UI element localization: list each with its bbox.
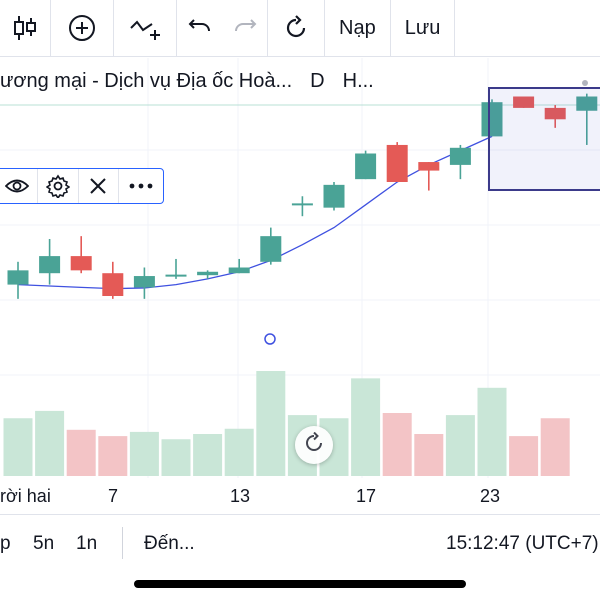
- time-label: 13: [230, 486, 251, 506]
- candlestick-icon[interactable]: [0, 0, 51, 56]
- time-label: 17: [356, 486, 377, 506]
- volume-bar: [445, 415, 475, 476]
- candle-body: [513, 96, 535, 108]
- volume-bar: [351, 378, 381, 476]
- range-button[interactable]: p: [0, 533, 11, 554]
- candle-body: [7, 270, 29, 285]
- gear-icon[interactable]: [38, 169, 79, 203]
- volume-bar: [414, 434, 444, 476]
- candle-body: [228, 267, 250, 274]
- volume-bar: [540, 418, 570, 476]
- drawing-anchor: [264, 333, 276, 345]
- volume-bar: [382, 413, 412, 476]
- candle-body: [418, 162, 440, 171]
- candle-body: [355, 153, 377, 180]
- top-toolbar: Nạp Lưu: [0, 0, 600, 57]
- time-label: 7: [108, 486, 119, 506]
- candle-body: [386, 144, 408, 182]
- symbol-header: ương mại - Dịch vụ Địa ốc Hoà... D H...: [0, 70, 600, 98]
- candle-body: [133, 276, 155, 288]
- candle-body: [260, 236, 282, 262]
- volume-bar: [509, 436, 539, 476]
- volume-bar: [224, 428, 254, 476]
- interval-label[interactable]: D: [310, 70, 325, 92]
- candle-body: [102, 273, 124, 296]
- candle-body: [323, 184, 345, 208]
- volume-bar: [98, 436, 128, 476]
- save-button[interactable]: Lưu: [391, 0, 456, 56]
- bottom-bar: p 5n 1n Đến... 15:12:47 (UTC+7): [0, 514, 600, 571]
- candle-body: [197, 271, 219, 276]
- exchange-label[interactable]: H...: [342, 70, 374, 92]
- time-axis: rời hai 7 13 17 23: [0, 482, 600, 512]
- more-icon[interactable]: [119, 169, 163, 203]
- candle-body: [544, 107, 566, 120]
- candle-body: [291, 203, 313, 206]
- plus-circle-icon[interactable]: [51, 0, 114, 56]
- ma-line: [17, 135, 493, 290]
- range-button[interactable]: 5n: [33, 533, 55, 554]
- undo-icon[interactable]: [188, 14, 212, 42]
- range-button[interactable]: 1n: [76, 533, 98, 554]
- clock-label: 15:12:47 (UTC+7): [446, 533, 599, 554]
- redo-icon[interactable]: [233, 14, 257, 42]
- status-dot: [582, 80, 588, 86]
- history-group: [177, 0, 268, 56]
- time-label: 23: [480, 486, 501, 506]
- volume-bar: [477, 387, 507, 476]
- candle-body: [165, 274, 187, 277]
- volume-bar: [66, 429, 96, 476]
- candle-body: [449, 147, 471, 165]
- eye-icon[interactable]: [0, 169, 38, 203]
- candle-body: [576, 96, 598, 111]
- candle-body: [481, 102, 503, 137]
- indicator-icon[interactable]: [114, 0, 177, 56]
- home-indicator: [134, 580, 466, 588]
- drawing-toolbar: [0, 168, 164, 204]
- refresh-icon[interactable]: [268, 0, 325, 56]
- volume-bar: [35, 410, 65, 476]
- load-button[interactable]: Nạp: [325, 0, 391, 56]
- candle-body: [39, 256, 61, 274]
- volume-bar: [3, 418, 33, 476]
- reset-chart-button[interactable]: [295, 426, 333, 464]
- time-label: rời hai: [0, 486, 51, 506]
- volume-bar: [256, 371, 286, 476]
- selection-rectangle: [488, 87, 600, 191]
- volume-bar: [129, 431, 159, 476]
- goto-date-button[interactable]: Đến...: [144, 533, 195, 554]
- close-icon[interactable]: [79, 169, 120, 203]
- volume-bar: [193, 434, 223, 476]
- divider: [122, 527, 123, 559]
- volume-bar: [161, 439, 191, 476]
- price-chart[interactable]: [0, 58, 600, 480]
- reset-icon: [303, 431, 325, 459]
- symbol-name[interactable]: ương mại - Dịch vụ Địa ốc Hoà...: [0, 70, 293, 92]
- candle-body: [70, 256, 92, 271]
